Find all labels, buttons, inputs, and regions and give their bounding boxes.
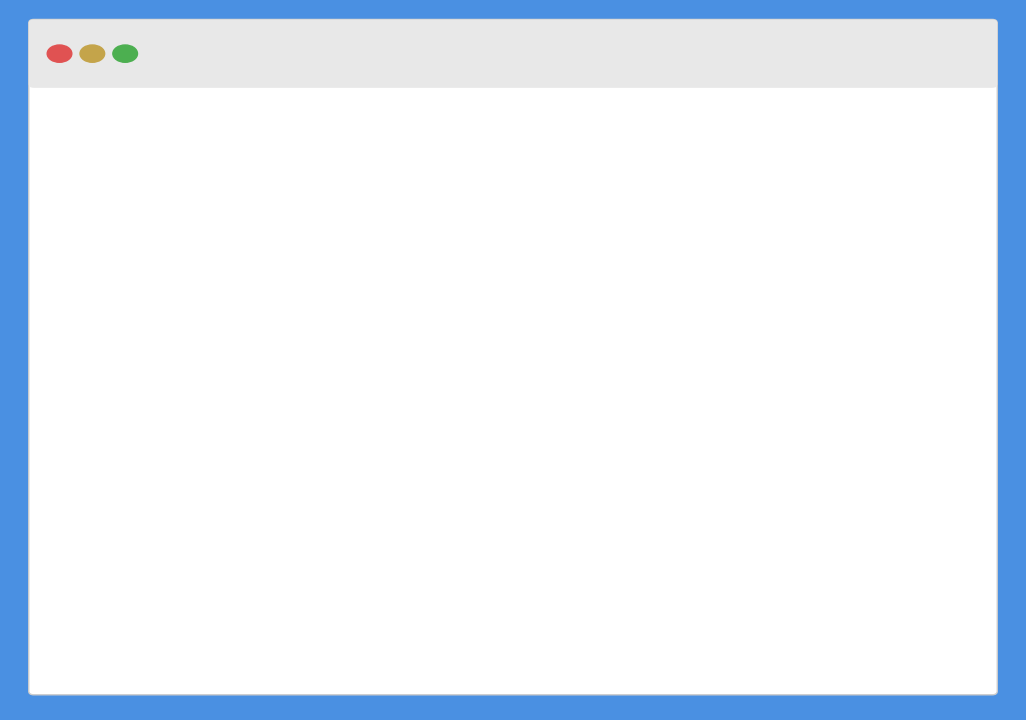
X-axis label: Share of surveyed internet users: Share of surveyed internet users <box>568 675 796 689</box>
Text: 20.6%: 20.6% <box>664 569 713 583</box>
Bar <box>410 248 721 328</box>
Bar <box>410 392 674 472</box>
Text: 38.5%: 38.5% <box>880 137 929 151</box>
Text: Use a tool to block ads on the internet at
least some of the time: Use a tool to block ads on the internet … <box>125 129 410 159</box>
FancyBboxPatch shape <box>477 184 900 392</box>
Text: 25.7%: 25.7% <box>725 281 775 295</box>
Text: Decline cookies on websites at least
some of the time: Decline cookies on websites at least som… <box>159 273 410 303</box>
Bar <box>410 104 875 184</box>
Text: Worry about how companies might use
their online data: Worry about how companies might use thei… <box>139 561 410 591</box>
Text: 21.8%: 21.8% <box>678 425 727 439</box>
Text: Decline cookies on websites at least some of the time: Decline cookies on websites at least som… <box>487 238 935 252</box>
Bar <box>410 536 660 616</box>
Text: • 25.7%: • 25.7% <box>504 336 566 350</box>
Text: Use a virtual private network to access
the internet at least some of the time: Use a virtual private network to access … <box>139 417 410 447</box>
